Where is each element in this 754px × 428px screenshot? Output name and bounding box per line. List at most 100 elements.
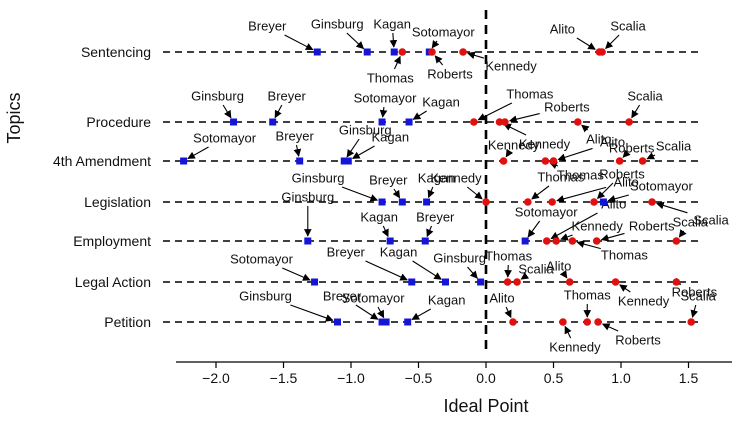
point-sentencing-kennedy (459, 48, 467, 56)
arrow-4th-amendment-kagan (351, 145, 375, 159)
label-procedure-kagan: Kagan (422, 95, 460, 110)
arrow-employment-thomas (576, 240, 601, 250)
point-procedure-scalia (625, 118, 633, 126)
label-procedure-ginsburg: Ginsburg (191, 89, 244, 104)
arrow-legislation-alito (556, 186, 607, 203)
point-procedure-breyer (269, 118, 277, 126)
x-tick-label: −1.0 (337, 370, 365, 386)
arrow-legal-action-ginsburg (467, 266, 478, 279)
point-4th-amendment-ginsburg (340, 157, 348, 165)
x-tick-label: −0.5 (405, 370, 433, 386)
arrow-procedure-alito (581, 124, 590, 133)
point-legislation-ginsburg (378, 198, 386, 206)
point-petition-kennedy (559, 318, 567, 326)
point-employment-ginsburg (304, 237, 312, 245)
point-employment-roberts (592, 237, 601, 245)
arrow-employment-alito (550, 212, 598, 240)
point-legislation-kennedy (482, 198, 490, 206)
point-petition-alito (509, 318, 517, 326)
label-legislation-ginsburg: Ginsburg (292, 171, 345, 186)
point-legislation-roberts (590, 198, 598, 206)
label-procedure-sotomayor: Sotomayor (354, 91, 418, 106)
arrow-petition-sotomayor (377, 306, 385, 319)
point-petition-scalia (687, 318, 695, 326)
arrow-legislation-ginsburg (341, 186, 379, 202)
arrow-petition-alito (504, 306, 512, 319)
point-sentencing-ginsburg (363, 48, 371, 56)
arrow-petition-scalia (690, 304, 699, 318)
label-4th-amendment-ginsburg: Ginsburg (339, 123, 392, 138)
point-legislation-sotomayor (599, 198, 607, 206)
arrow-procedure-ginsburg (222, 104, 232, 119)
topic-label-4th-amendment: 4th Amendment (53, 153, 151, 169)
point-employment-thomas (568, 237, 577, 245)
topic-label-procedure: Procedure (86, 114, 151, 130)
topic-label-legal-action: Legal Action (75, 274, 151, 290)
point-sentencing-roberts (428, 48, 436, 56)
label-employment-sotomayor: Sotomayor (515, 205, 579, 220)
point-4th-amendment-sotomayor (180, 157, 188, 165)
point-legal-action-kennedy (611, 278, 620, 286)
arrow-4th-amendment-kennedy (505, 148, 514, 158)
label-legislation-breyer: Breyer (369, 173, 408, 188)
arrow-petition-kennedy (564, 325, 572, 339)
arrow-4th-amendment-breyer (293, 144, 302, 157)
arrow-sentencing-kennedy (467, 51, 485, 60)
point-employment-alito (542, 237, 551, 245)
arrow-legislation-roberts (596, 182, 614, 200)
arrow-sentencing-roberts (434, 55, 444, 66)
x-tick-label: 0.0 (476, 370, 496, 386)
label-procedure-scalia: Scalia (627, 89, 663, 104)
point-procedure-roberts (501, 118, 509, 126)
label-4th-amendment-scalia: Scalia (656, 139, 692, 154)
x-axis-label: Ideal Point (443, 396, 528, 416)
point-petition-roberts (594, 318, 602, 326)
label-petition-thomas: Thomas (564, 288, 611, 303)
topic-label-sentencing: Sentencing (81, 44, 151, 60)
arrow-procedure-breyer (274, 104, 283, 119)
arrow-employment-kennedy (560, 233, 573, 241)
label-legislation-thomas: Thomas (537, 170, 584, 185)
label-4th-amendment-alito: Alito (600, 135, 625, 150)
label-employment-alito: Alito (601, 197, 626, 212)
point-procedure-sotomayor (378, 118, 386, 126)
label-4th-amendment-thomas: Thomas (557, 168, 604, 183)
x-tick-label: 0.5 (544, 370, 564, 386)
point-sentencing-scalia (598, 48, 606, 56)
arrow-legislation-breyer (392, 188, 401, 199)
point-petition-ginsburg (334, 318, 341, 326)
arrow-4th-amendment-sotomayor (187, 146, 209, 160)
point-4th-amendment-breyer (296, 157, 304, 165)
point-legal-action-alito (565, 278, 574, 286)
arrow-sentencing-thomas (393, 55, 401, 70)
point-legal-action-roberts (672, 278, 681, 286)
arrow-legislation-sotomayor (607, 194, 629, 203)
label-legal-action-sotomayor: Sotomayor (230, 252, 294, 267)
point-procedure-kennedy (495, 118, 504, 126)
point-4th-amendment-kagan (344, 157, 352, 165)
label-4th-amendment-sotomayor: Sotomayor (193, 131, 257, 146)
point-sentencing-kagan (390, 48, 398, 56)
arrow-sentencing-sotomayor (431, 40, 440, 49)
label-sentencing-roberts: Roberts (427, 67, 473, 82)
point-legislation-kagan (423, 198, 431, 206)
point-procedure-ginsburg (230, 118, 238, 126)
point-legal-action-sotomayor (311, 278, 319, 286)
label-procedure-kennedy: Kennedy (519, 137, 571, 152)
arrow-legal-action-kagan (412, 260, 442, 280)
label-procedure-breyer: Breyer (268, 89, 307, 104)
label-legislation-scalia: Scalia (693, 213, 729, 228)
arrow-legal-action-alito (559, 269, 568, 279)
point-sentencing-thomas (398, 48, 407, 56)
label-legal-action-kagan: Kagan (380, 245, 418, 260)
label-legal-action-thomas: Thomas (485, 249, 532, 264)
topic-label-petition: Petition (104, 314, 151, 330)
label-sentencing-scalia: Scalia (610, 19, 646, 34)
label-sentencing-alito: Alito (550, 22, 575, 37)
point-employment-kennedy (552, 237, 560, 245)
point-petition-kagan (404, 318, 412, 326)
x-tick-label: 1.0 (611, 370, 631, 386)
point-legislation-breyer (398, 198, 406, 206)
arrow-sentencing-ginsburg (346, 32, 365, 50)
